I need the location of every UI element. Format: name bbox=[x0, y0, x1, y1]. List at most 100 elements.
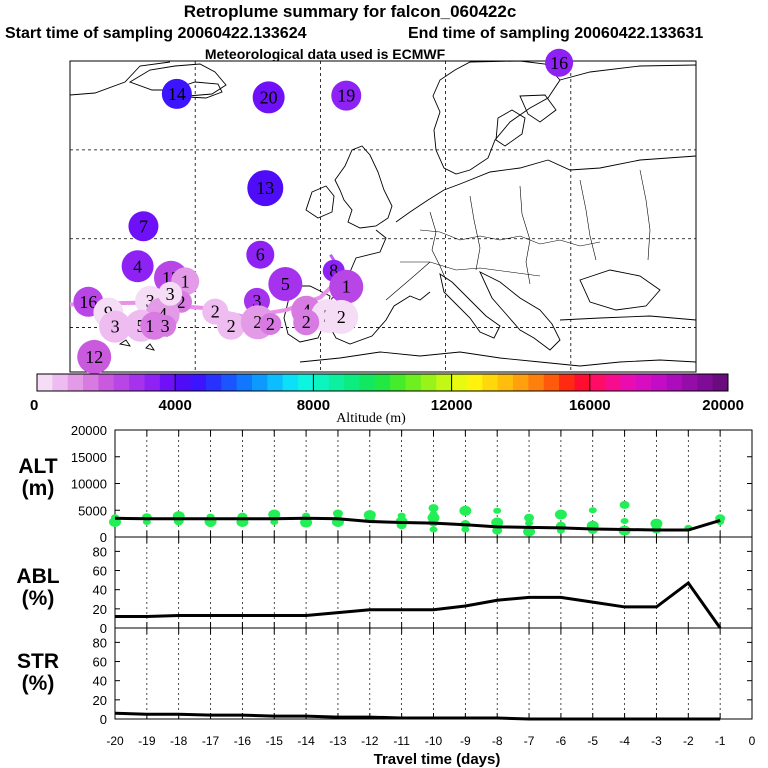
x-tick-label: -13 bbox=[329, 734, 347, 748]
x-axis-label: Travel time (days) bbox=[374, 751, 501, 768]
cluster-circle bbox=[154, 314, 177, 337]
altitude-scatter-point bbox=[174, 519, 183, 526]
colorbar-segment bbox=[282, 374, 299, 391]
colorbar-segment bbox=[190, 374, 207, 391]
met-data-label: Meteorological data used is ECMWF bbox=[204, 46, 446, 62]
colorbar-label: Altitude (m) bbox=[336, 411, 406, 426]
colorbar-segment bbox=[405, 374, 422, 391]
colorbar-segment bbox=[528, 374, 545, 391]
x-tick-label: -18 bbox=[170, 734, 188, 748]
cluster-label: 5 bbox=[281, 274, 290, 294]
altitude-scatter-point bbox=[554, 509, 567, 520]
x-tick-label: -9 bbox=[460, 734, 471, 748]
cluster-circle bbox=[293, 309, 320, 336]
colorbar-segment bbox=[98, 374, 115, 391]
altitude-scatter-point bbox=[493, 507, 502, 514]
colorbar-frame bbox=[36, 373, 729, 392]
y-tick-label: 80 bbox=[93, 544, 107, 559]
colorbar-segment bbox=[666, 374, 683, 391]
cluster-label: 2 bbox=[302, 312, 311, 332]
altitude-scatter-point bbox=[619, 500, 630, 509]
cluster-circle bbox=[158, 281, 183, 306]
y-tick-label: 60 bbox=[93, 564, 107, 579]
cluster-label: 14 bbox=[168, 84, 186, 104]
alt-panel-label: ALT (m) bbox=[10, 456, 66, 500]
colorbar-segment bbox=[221, 374, 238, 391]
y-tick-label: 0 bbox=[100, 621, 107, 636]
cluster-circle bbox=[217, 311, 246, 340]
colorbar-tick-label: 8000 bbox=[297, 397, 330, 414]
cluster-label: 20 bbox=[260, 87, 278, 107]
cluster-circle bbox=[246, 240, 275, 269]
str-label-line1: STR bbox=[17, 650, 59, 673]
colorbar-segment bbox=[251, 374, 268, 391]
altitude-scatter-point bbox=[459, 505, 472, 516]
cluster-label: 2 bbox=[337, 307, 346, 327]
colorbar-segment bbox=[236, 374, 253, 391]
colorbar-segment bbox=[313, 374, 330, 391]
altitude-scatter-point bbox=[492, 526, 503, 535]
cluster-circle bbox=[259, 313, 282, 336]
colorbar-segment bbox=[651, 374, 668, 391]
colorbar-segment bbox=[344, 374, 360, 391]
x-tick-label: -1 bbox=[715, 734, 726, 748]
altitude-scatter-point bbox=[429, 526, 438, 533]
colorbar-segment bbox=[52, 374, 69, 391]
y-tick-label: 10000 bbox=[71, 477, 107, 492]
y-tick-label: 0 bbox=[100, 530, 107, 545]
cluster-circle bbox=[99, 310, 132, 343]
y-tick-label: 15000 bbox=[71, 450, 107, 465]
colorbar-segment bbox=[482, 374, 499, 391]
x-tick-label: -3 bbox=[651, 734, 662, 748]
altitude-scatter-point bbox=[300, 517, 313, 528]
cluster-label: 1 bbox=[342, 277, 351, 297]
colorbar-segment bbox=[37, 374, 53, 391]
x-tick-label: -7 bbox=[524, 734, 535, 748]
abl-panel-label: ABL (%) bbox=[10, 566, 66, 610]
altitude-colorbar: 0 4000 8000 12000 16000 20000 Altitude (m) bbox=[30, 373, 744, 426]
str-panel-label: STR (%) bbox=[10, 651, 66, 695]
cluster-circle bbox=[128, 211, 159, 242]
start-time-label: Start time of sampling 20060422.133624 bbox=[5, 25, 307, 42]
colorbar-segment bbox=[543, 374, 560, 391]
str-series-line bbox=[114, 711, 721, 721]
colorbar-segment bbox=[390, 374, 407, 391]
colorbar-segment bbox=[497, 374, 514, 391]
cluster-circle bbox=[161, 78, 192, 109]
x-tick-label: -10 bbox=[425, 734, 443, 748]
alt-series-line bbox=[114, 516, 721, 532]
colorbar-segment bbox=[697, 374, 714, 391]
cluster-label: 16 bbox=[550, 53, 568, 73]
cluster-circle bbox=[77, 339, 112, 374]
colorbar-segments bbox=[37, 374, 729, 391]
x-tick-label: -6 bbox=[556, 734, 567, 748]
altitude-scatter-point bbox=[205, 519, 216, 528]
colorbar-segment bbox=[374, 374, 391, 391]
cluster-label: 2 bbox=[227, 316, 236, 336]
cluster-label: 19 bbox=[337, 86, 355, 106]
altitude-scatter-point bbox=[524, 513, 535, 522]
str-label-line2: (%) bbox=[21, 672, 55, 695]
y-tick-label: 20 bbox=[93, 602, 107, 617]
colorbar-segment bbox=[513, 374, 529, 391]
colorbar-tick-label: 20000 bbox=[702, 397, 744, 414]
colorbar-segment bbox=[113, 374, 130, 391]
altitude-scatter-point bbox=[428, 504, 439, 513]
colorbar-segment bbox=[574, 374, 591, 391]
colorbar-segment bbox=[635, 374, 652, 391]
x-tick-label: -11 bbox=[393, 734, 410, 748]
colorbar-segment bbox=[144, 374, 161, 391]
y-tick-label: 0 bbox=[100, 712, 107, 727]
y-tick-label: 80 bbox=[93, 635, 107, 650]
x-tick-label: -20 bbox=[106, 734, 124, 748]
cluster-circle bbox=[252, 81, 285, 114]
cluster-label: 3 bbox=[252, 291, 261, 311]
abl-label-line1: ABL bbox=[16, 565, 60, 588]
cluster-label: 8 bbox=[329, 261, 338, 281]
alt-label-line2: (m) bbox=[21, 477, 55, 500]
x-tick-label: 0 bbox=[749, 734, 756, 748]
colorbar-segment bbox=[681, 374, 698, 391]
colorbar-ticks: 0 4000 8000 12000 16000 20000 bbox=[30, 374, 744, 414]
cluster-markers: 1614201913764121581163239424323510322221… bbox=[73, 48, 574, 374]
colorbar-segment bbox=[605, 374, 622, 391]
